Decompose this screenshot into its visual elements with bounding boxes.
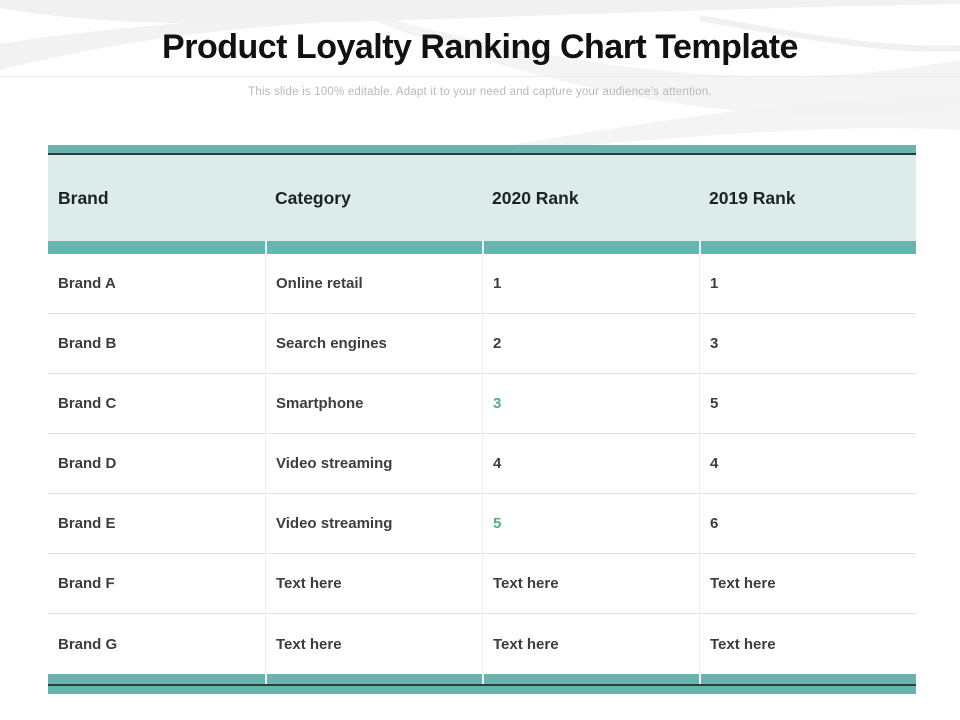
rank-2020-cell: 4 [482, 434, 699, 493]
column-separator [482, 674, 484, 684]
rank-2020-cell: 3 [482, 374, 699, 433]
background-swirl-decoration [0, 0, 960, 150]
column-header-category: Category [275, 187, 351, 208]
table-body: Brand A Online retail 1 1 Brand B Search… [48, 254, 916, 674]
brand-cell: Brand E [58, 515, 116, 532]
slide-title: Product Loyalty Ranking Chart Template [162, 28, 798, 66]
category-cell: Search engines [265, 314, 482, 373]
category-cell: Video streaming [265, 434, 482, 493]
table-row: Brand G Text here Text here Text here [48, 614, 916, 674]
column-separator [699, 674, 701, 684]
table-header-divider-bar [48, 241, 916, 254]
brand-cell: Brand F [58, 575, 115, 592]
ranking-table: Brand Category 2020 Rank 2019 Rank Brand… [48, 145, 916, 694]
table-row: Brand A Online retail 1 1 [48, 254, 916, 314]
column-header-brand: Brand [58, 187, 109, 208]
brand-cell: Brand A [58, 275, 116, 292]
category-cell: Text here [265, 614, 482, 674]
column-separator [265, 674, 267, 684]
rank-2019-cell: 3 [699, 314, 916, 373]
rank-2019-cell: 4 [699, 434, 916, 493]
column-separator [699, 241, 701, 254]
slide-subtitle: This slide is 100% editable. Adapt it to… [248, 86, 712, 98]
table-bottom-accent-bar-upper [48, 674, 916, 686]
column-separator [265, 241, 267, 254]
table-row: Brand F Text here Text here Text here [48, 554, 916, 614]
rank-2019-cell: 5 [699, 374, 916, 433]
rank-2019-cell: 6 [699, 494, 916, 553]
brand-cell: Brand C [58, 395, 117, 412]
table-bottom-accent-bar-lower [48, 686, 916, 694]
table-row: Brand D Video streaming 4 4 [48, 434, 916, 494]
column-separator [482, 241, 484, 254]
rank-2020-cell: Text here [482, 554, 699, 613]
title-divider-line [0, 76, 960, 77]
table-row: Brand B Search engines 2 3 [48, 314, 916, 374]
brand-cell: Brand B [58, 335, 117, 352]
brand-cell: Brand G [58, 635, 118, 653]
category-cell: Smartphone [265, 374, 482, 433]
rank-2019-cell: Text here [699, 614, 916, 674]
rank-2019-cell: 1 [699, 254, 916, 313]
rank-2020-cell: 2 [482, 314, 699, 373]
table-row: Brand C Smartphone 3 5 [48, 374, 916, 434]
table-row: Brand E Video streaming 5 6 [48, 494, 916, 554]
rank-2020-cell: 5 [482, 494, 699, 553]
column-header-2019-rank: 2019 Rank [709, 187, 796, 208]
table-header-row: Brand Category 2020 Rank 2019 Rank [48, 155, 916, 241]
category-cell: Text here [265, 554, 482, 613]
rank-2020-cell: Text here [482, 614, 699, 674]
category-cell: Online retail [265, 254, 482, 313]
rank-2019-cell: Text here [699, 554, 916, 613]
rank-2020-cell: 1 [482, 254, 699, 313]
table-top-accent-bar [48, 145, 916, 155]
column-header-2020-rank: 2020 Rank [492, 187, 579, 208]
brand-cell: Brand D [58, 455, 117, 472]
category-cell: Video streaming [265, 494, 482, 553]
